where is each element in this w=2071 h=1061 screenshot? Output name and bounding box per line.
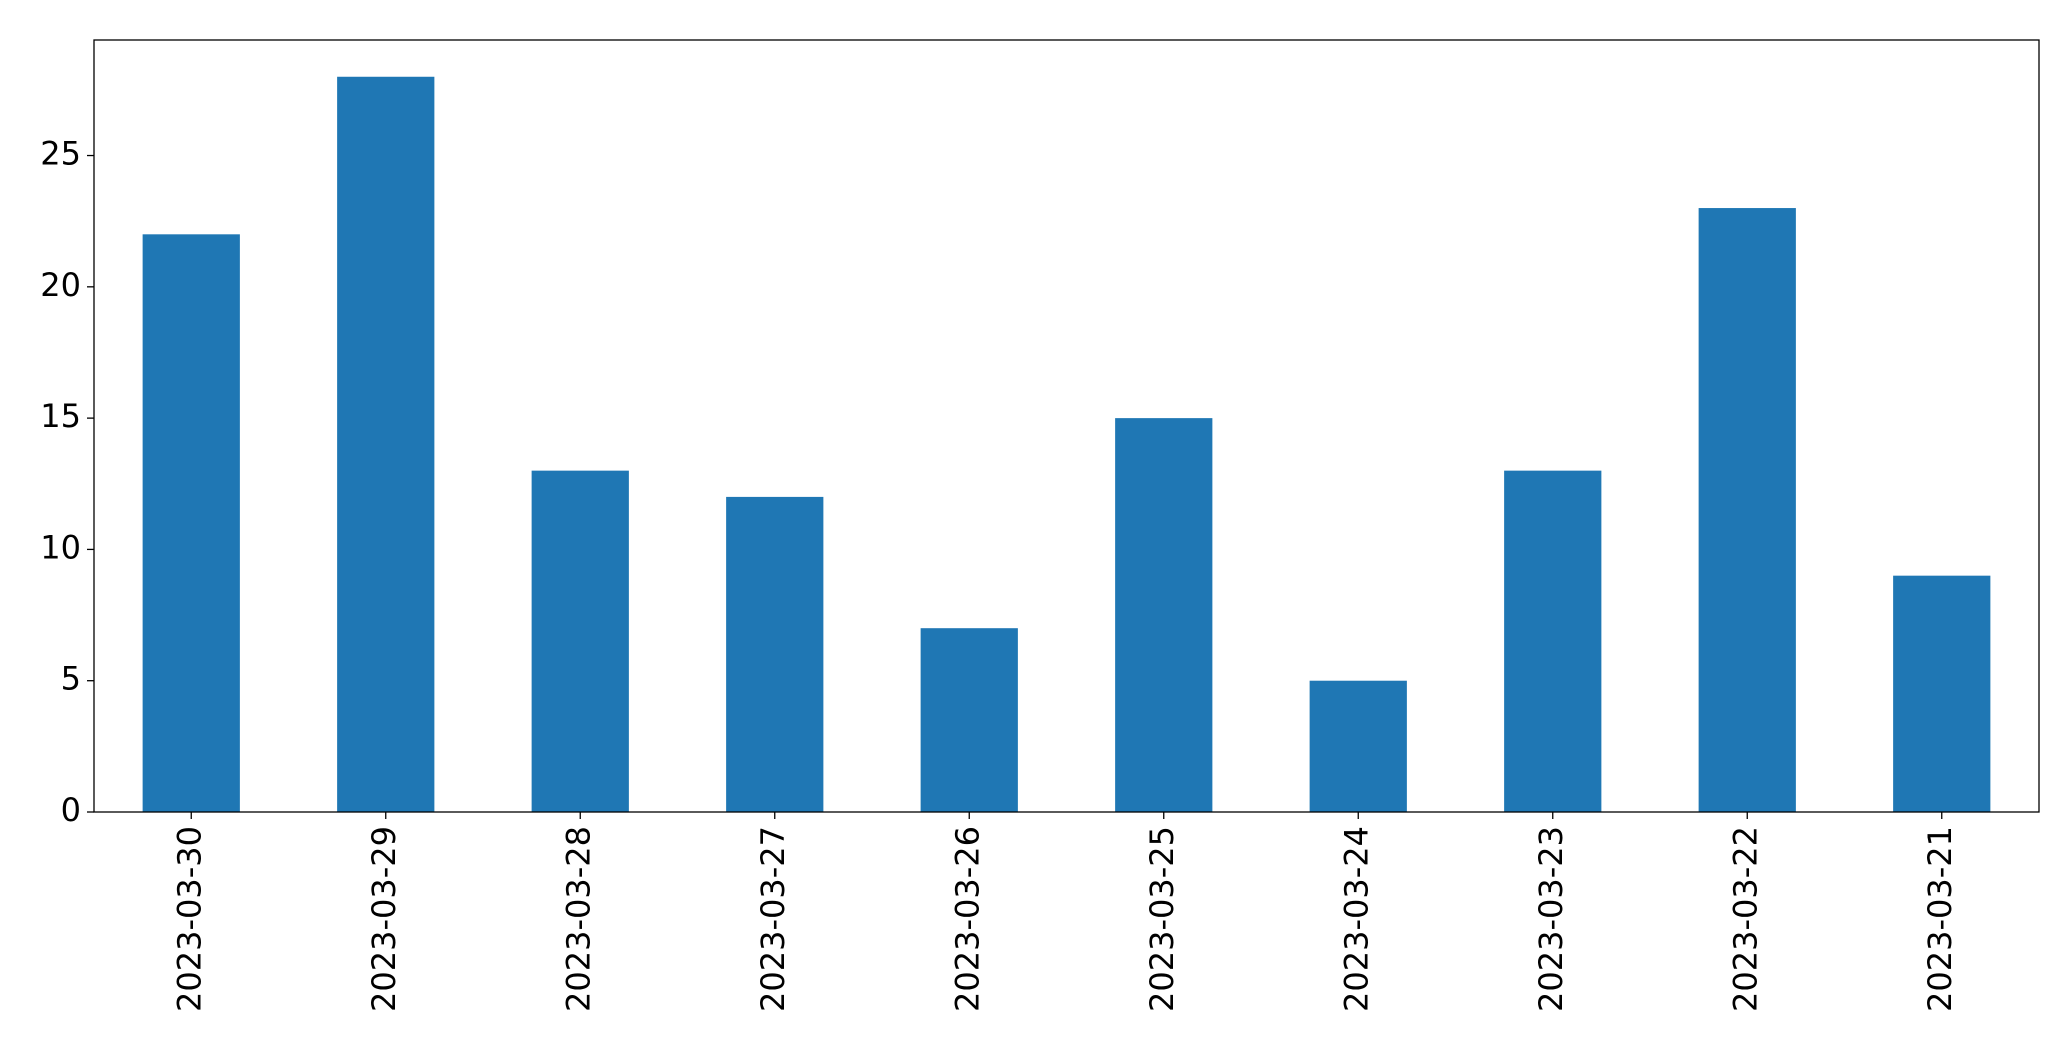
x-tick-label: 2023-03-28	[559, 826, 597, 1012]
x-tick-label: 2023-03-26	[948, 826, 986, 1012]
y-tick-label: 5	[61, 660, 81, 698]
y-tick-label: 0	[61, 791, 81, 829]
y-tick-label: 15	[40, 397, 81, 435]
x-tick-label: 2023-03-25	[1143, 826, 1181, 1012]
y-tick-label: 25	[40, 135, 81, 173]
bar	[726, 496, 824, 812]
x-tick-label: 2023-03-23	[1532, 826, 1570, 1012]
y-tick-label: 10	[40, 528, 81, 566]
plot-frame	[93, 39, 2040, 813]
bar	[337, 76, 435, 812]
bar	[531, 470, 629, 812]
x-tick-label: 2023-03-27	[754, 826, 792, 1012]
bar	[1309, 680, 1407, 812]
bar	[1504, 470, 1602, 812]
bar	[1115, 418, 1213, 812]
bar	[1698, 208, 1796, 812]
bar	[142, 234, 240, 812]
x-tick-label: 2023-03-29	[365, 826, 403, 1012]
x-tick-label: 2023-03-30	[170, 826, 208, 1012]
bar	[920, 628, 1018, 812]
y-tick-label: 20	[40, 266, 81, 304]
x-tick-label: 2023-03-24	[1337, 826, 1375, 1012]
x-tick-label: 2023-03-22	[1726, 826, 1764, 1012]
bar	[1893, 575, 1991, 812]
x-tick-label: 2023-03-21	[1921, 826, 1959, 1012]
